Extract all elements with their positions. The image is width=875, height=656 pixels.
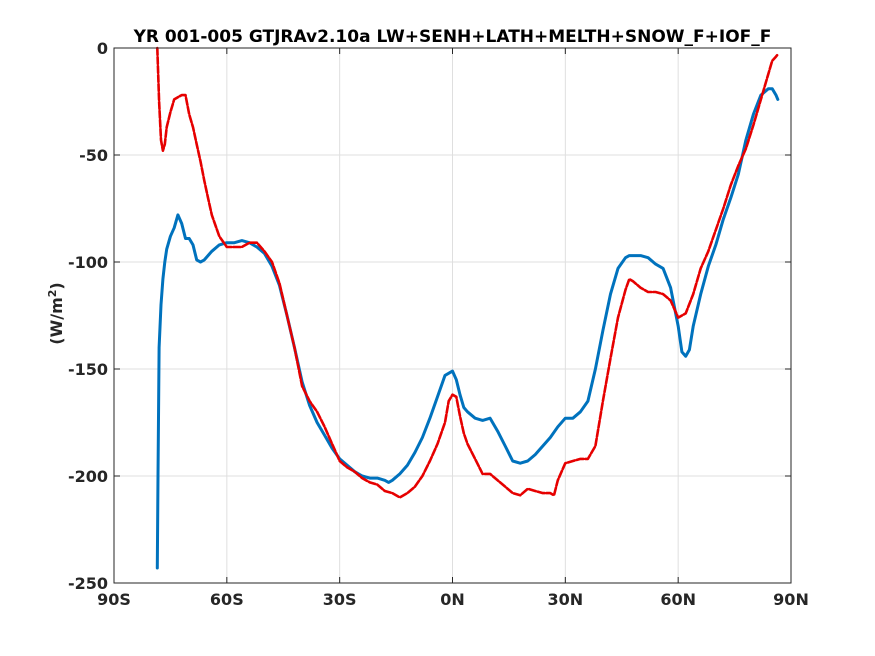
series-layer bbox=[155, 46, 780, 570]
y-tick-label: -50 bbox=[79, 146, 108, 165]
chart-title: YR 001-005 GTJRAv2.10a LW+SENH+LATH+MELT… bbox=[133, 27, 772, 47]
x-tick-label: 30S bbox=[323, 590, 357, 609]
x-tick-label: 90S bbox=[97, 590, 131, 609]
y-axis-label-main: (W/m bbox=[47, 297, 66, 344]
y-tick-label: -250 bbox=[68, 574, 108, 593]
x-tick-label: 60N bbox=[660, 590, 696, 609]
y-tick-label: -100 bbox=[68, 253, 108, 272]
y-axis-label: (W/m2) bbox=[46, 282, 67, 344]
x-tick-label: 90N bbox=[773, 590, 809, 609]
y-tick-label: -200 bbox=[68, 467, 108, 486]
y-tick-label: 0 bbox=[97, 39, 108, 58]
axes-ticks: 90S 60S 30S 0N 30N 60N 90N -250 -200 -150 -100 -50 0 bbox=[68, 39, 809, 609]
series-line-1 bbox=[155, 87, 780, 570]
x-tick-label: 30N bbox=[548, 590, 584, 609]
x-tick-label: 0N bbox=[440, 590, 465, 609]
x-tick-label: 60S bbox=[210, 590, 244, 609]
y-axis-label-superscript: 2 bbox=[46, 290, 59, 298]
y-axis-label-end: ) bbox=[47, 282, 66, 289]
series-line-2 bbox=[156, 46, 780, 499]
y-tick-label: -150 bbox=[68, 360, 108, 379]
